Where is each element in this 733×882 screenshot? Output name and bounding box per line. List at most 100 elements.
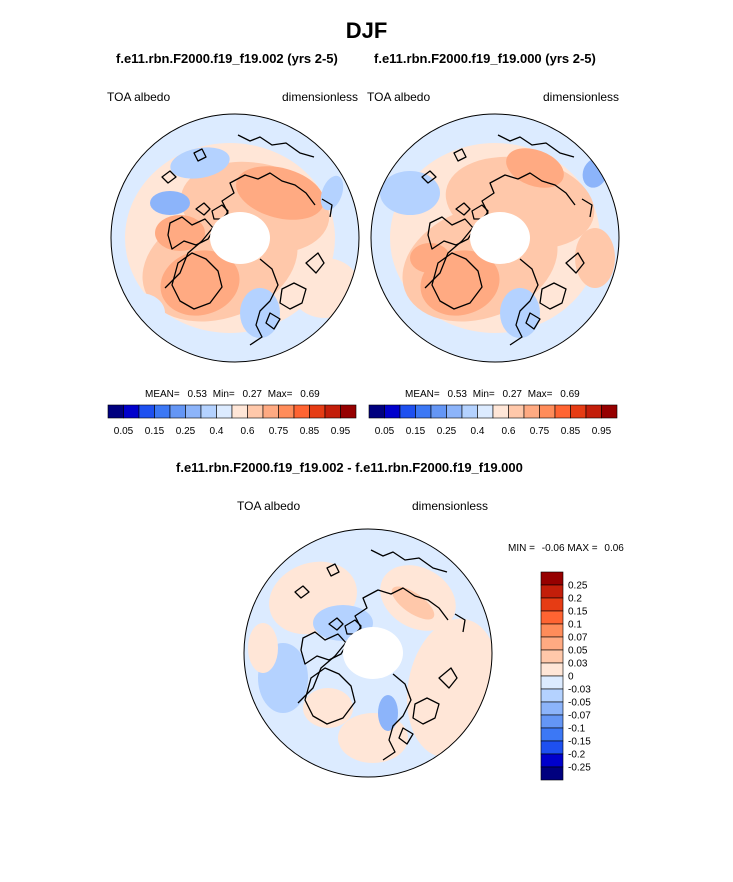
right-colorbar-swatch	[461, 404, 478, 419]
diff-minmax: MIN = -0.06 MAX = 0.06	[508, 543, 624, 554]
left-polar-map	[110, 113, 360, 363]
left-min-label: Min=	[212, 389, 235, 400]
left-variable-label: TOA albedo	[107, 90, 171, 104]
diff-coastline	[328, 617, 344, 631]
right-colorbar-swatch	[570, 404, 587, 419]
diff-colorbar-swatch	[540, 623, 564, 638]
right-colorbar: 0.05 0.15 0.25 0.4 0.6 0.75 0.85 0.95	[368, 404, 618, 437]
right-coastline	[471, 204, 489, 220]
diff-colorbar-tick-label: -0.25	[568, 763, 591, 774]
diff-colorbar-tick-label: -0.05	[568, 698, 591, 709]
right-colorbar-swatch	[430, 404, 447, 419]
right-variable-label: TOA albedo	[367, 90, 431, 104]
right-colorbar-tick-label: 0.75	[530, 426, 550, 437]
diff-coastline	[326, 563, 340, 577]
diff-coastline	[370, 549, 448, 573]
diff-colorbar-swatch	[540, 649, 564, 664]
left-coastline	[164, 172, 316, 289]
diff-colorbar-swatch	[540, 727, 564, 742]
right-colorbar-swatch	[585, 404, 602, 419]
diff-colorbar-swatch	[540, 662, 564, 677]
left-coastline	[171, 252, 223, 310]
right-colorbar-swatch	[492, 404, 509, 419]
left-coastline	[249, 258, 279, 346]
left-colorbar-swatch	[200, 404, 217, 419]
left-colorbar-tick-label: 0.25	[176, 426, 196, 437]
left-colorbar-swatch	[123, 404, 140, 419]
diff-min-label: MIN =	[508, 543, 535, 554]
right-coastline	[421, 170, 437, 184]
left-coastline	[193, 148, 207, 162]
diff-field-patch	[303, 688, 353, 728]
diff-colorbar-swatch	[540, 636, 564, 651]
diff-colorbar-tick-label: 0.07	[568, 633, 588, 644]
left-min-value: 0.27	[242, 389, 262, 400]
left-colorbar-swatch	[138, 404, 155, 419]
diff-map-border	[243, 528, 493, 778]
right-field-patch	[575, 228, 615, 288]
right-colorbar-swatch	[446, 404, 463, 419]
diff-coastline	[297, 587, 449, 704]
diff-max-value: 0.06	[604, 543, 624, 554]
right-coastline	[427, 216, 475, 250]
diff-colorbar-swatch	[540, 675, 564, 690]
right-max-label: Max=	[527, 389, 553, 400]
right-colorbar-swatch	[601, 404, 618, 419]
left-colorbar-swatch	[107, 404, 124, 419]
right-colorbar-swatch	[368, 404, 385, 419]
right-coastline	[453, 148, 467, 162]
right-colorbar-tick-label: 0.85	[561, 426, 581, 437]
diff-colorbar-tick-label: 0	[568, 672, 574, 683]
diff-colorbar-tick-label: 0.25	[568, 581, 588, 592]
diff-colorbar-swatch	[540, 610, 564, 625]
left-stats: MEAN= 0.53 Min= 0.27 Max= 0.69	[145, 389, 320, 400]
left-coastline	[265, 312, 281, 330]
diff-coastline	[294, 585, 310, 599]
left-field-patch	[160, 250, 240, 316]
left-colorbar-tick-label: 0.15	[145, 426, 165, 437]
diff-coastline	[344, 619, 362, 635]
right-colorbar-swatch	[539, 404, 556, 419]
left-colorbar-swatch	[185, 404, 202, 419]
left-colorbar-swatch	[340, 404, 357, 419]
left-coastline	[321, 198, 333, 218]
left-coastline	[211, 204, 229, 220]
diff-colorbar-swatch	[540, 584, 564, 599]
diff-colorbar-tick-label: -0.07	[568, 711, 591, 722]
diff-colorbar: 0.25 0.2 0.15 0.1 0.07 0.05 0.03 0 -0.03 -0.05 -0.…	[540, 571, 591, 781]
left-pole-mask	[210, 212, 270, 264]
right-coastline	[497, 134, 575, 158]
right-colorbar-swatch	[554, 404, 571, 419]
diff-variable-label: TOA albedo	[237, 499, 301, 513]
left-colorbar-tick-label: 0.75	[269, 426, 289, 437]
right-max-value: 0.69	[560, 389, 580, 400]
diff-colorbar-tick-label: 0.15	[568, 607, 588, 618]
left-colorbar: 0.05 0.15 0.25 0.4 0.6 0.75 0.85 0.95	[107, 404, 357, 437]
right-mean-value: 0.53	[447, 389, 467, 400]
left-colorbar-swatch	[293, 404, 310, 419]
right-coastline	[525, 312, 541, 330]
left-max-label: Max=	[267, 389, 293, 400]
right-polar-map	[370, 113, 620, 363]
diff-colorbar-swatch	[540, 688, 564, 703]
diff-field-patch	[338, 713, 408, 763]
right-colorbar-tick-label: 0.25	[437, 426, 457, 437]
diff-coastline	[454, 613, 466, 633]
right-case-title: f.e11.rbn.F2000.f19_f19.000 (yrs 2-5)	[374, 51, 596, 66]
left-case-title: f.e11.rbn.F2000.f19_f19.002 (yrs 2-5)	[116, 51, 338, 66]
left-coastline	[195, 202, 211, 216]
left-colorbar-swatch	[216, 404, 233, 419]
right-coastline	[509, 258, 539, 346]
right-min-value: 0.27	[502, 389, 522, 400]
left-units-label: dimensionless	[282, 90, 359, 104]
right-colorbar-tick-label: 0.4	[471, 426, 485, 437]
left-coastline	[279, 282, 307, 310]
left-mean-value: 0.53	[187, 389, 207, 400]
diff-colorbar-swatch	[540, 740, 564, 755]
diff-field-patch	[378, 695, 398, 731]
diff-colorbar-tick-label: -0.03	[568, 685, 591, 696]
right-units-label: dimensionless	[543, 90, 620, 104]
right-coastline	[424, 172, 576, 289]
diff-colorbar-swatch	[540, 701, 564, 716]
diff-min-value: -0.06	[541, 543, 565, 554]
